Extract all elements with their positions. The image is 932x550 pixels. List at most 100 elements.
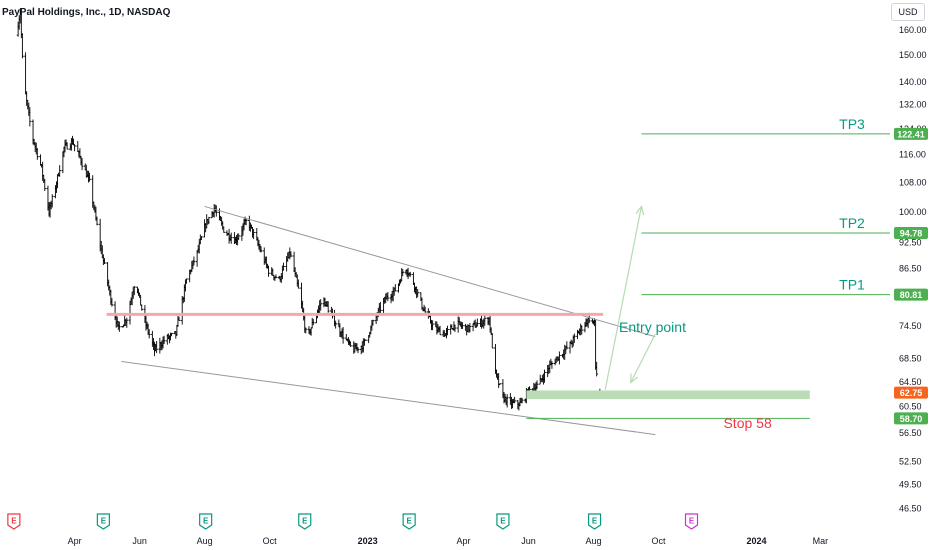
price-tag-tp2-bg xyxy=(894,226,928,239)
earnings-event[interactable]: E xyxy=(496,513,510,530)
price-bar xyxy=(475,318,479,327)
descending-channel-upper-line xyxy=(204,205,656,338)
earnings-letter: E xyxy=(689,517,695,526)
price-bar xyxy=(349,341,352,347)
price-tick-label: 86.50 xyxy=(899,263,922,273)
earnings-event[interactable]: E xyxy=(7,513,21,530)
price-tick-label: 49.50 xyxy=(899,479,922,489)
price-bar xyxy=(461,322,464,329)
earnings-event[interactable]: E xyxy=(587,513,602,530)
price-tick-label: 46.50 xyxy=(899,504,922,514)
price-bar xyxy=(24,52,27,95)
symbol-title: PayPal Holdings, Inc., 1D, NASDAQ xyxy=(2,7,171,18)
time-axis: Apr Jun Aug Oct 2023 Apr Jun Aug Oct 2024 Mar xyxy=(68,536,829,546)
price-bar xyxy=(364,339,367,341)
price-bar xyxy=(494,343,497,374)
earnings-badge xyxy=(684,513,699,530)
price-bar xyxy=(207,216,211,224)
price-bar xyxy=(311,319,315,326)
earnings-letter: E xyxy=(406,517,412,526)
price-bar xyxy=(103,258,106,265)
price-bar xyxy=(319,299,323,311)
price-bar xyxy=(468,323,472,333)
price-bar xyxy=(252,229,255,240)
price-tag-tp3-bg xyxy=(894,127,928,140)
price-bar xyxy=(155,340,159,354)
price-tag-tp3: 122.41 xyxy=(894,127,928,140)
stop-price-tag: 58.70 xyxy=(894,412,928,425)
price-bar xyxy=(65,142,69,150)
price-bar xyxy=(341,326,345,344)
price-bar xyxy=(386,292,390,302)
price-bar xyxy=(580,325,584,335)
earnings-badge xyxy=(298,513,312,530)
price-bar xyxy=(185,278,188,284)
price-bar xyxy=(371,319,375,326)
price-tick-label: 56.50 xyxy=(899,428,922,438)
price-bar xyxy=(237,233,241,241)
currency-button[interactable]: USD xyxy=(891,3,925,21)
price-bar xyxy=(162,335,166,344)
price-bar xyxy=(140,304,144,311)
earnings-event[interactable]: E xyxy=(96,513,110,530)
price-bar xyxy=(356,347,360,354)
descending-channel-lower-line xyxy=(121,360,656,436)
price-bar xyxy=(88,172,91,182)
last-price-tag-text: 62.75 xyxy=(900,388,923,398)
stop-58-label: Stop 58 xyxy=(723,415,771,431)
price-bar xyxy=(565,341,569,350)
price-bar xyxy=(222,226,226,233)
time-tick-label: Mar xyxy=(813,536,829,546)
last-price-tag-bg xyxy=(894,386,928,399)
price-tag-tp3-text: 122.41 xyxy=(897,129,925,139)
price-tag-tp2-text: 94.78 xyxy=(900,228,923,238)
price-bar xyxy=(498,383,502,386)
chart-labels: TP3 TP2 TP1 Entry point Stop 58 xyxy=(619,116,865,431)
price-bar xyxy=(490,332,494,349)
price-bar xyxy=(80,157,84,171)
earnings-event[interactable]: E xyxy=(684,513,699,530)
price-bar xyxy=(50,194,54,208)
price-bar xyxy=(95,216,99,226)
target-label-tp1: TP1 xyxy=(839,277,865,293)
price-bar xyxy=(244,218,248,226)
earnings-event[interactable]: E xyxy=(199,513,213,530)
price-bar xyxy=(296,279,300,289)
time-tick-label: Oct xyxy=(263,536,278,546)
earnings-event[interactable]: E xyxy=(298,513,312,530)
price-bar xyxy=(416,288,420,298)
entry-zone xyxy=(526,390,810,400)
price-bar xyxy=(132,285,136,296)
price-bar xyxy=(125,317,129,328)
price-bar xyxy=(550,361,554,369)
price-bar xyxy=(520,397,524,404)
price-tick-label: 160.00 xyxy=(899,25,927,35)
price-bars xyxy=(16,8,601,411)
time-tick-label: 2023 xyxy=(358,536,378,546)
time-tick-label: Jun xyxy=(521,536,536,546)
price-bar xyxy=(199,236,203,240)
entry-point-label: Entry point xyxy=(619,319,686,335)
chart-drawings xyxy=(106,133,890,436)
last-price-tag: 62.75 xyxy=(894,386,928,399)
time-tick-label: 2024 xyxy=(746,536,766,546)
price-bar xyxy=(393,284,397,292)
earnings-badge xyxy=(7,513,21,530)
earnings-badge xyxy=(199,513,213,530)
price-tag-tp2: 94.78 xyxy=(894,226,928,239)
earnings-letter: E xyxy=(592,517,598,526)
price-tick-label: 74.50 xyxy=(899,321,922,331)
price-bar xyxy=(438,325,442,336)
price-bar xyxy=(267,265,270,277)
price-bar xyxy=(229,232,233,244)
price-bar xyxy=(513,396,517,404)
price-tick-label: 108.00 xyxy=(899,177,927,187)
price-bar xyxy=(557,351,561,365)
earnings-letter: E xyxy=(203,517,209,526)
earnings-event[interactable]: E xyxy=(402,513,416,530)
price-bar xyxy=(214,205,218,217)
trend-arrow xyxy=(604,206,643,390)
price-bar xyxy=(289,251,293,258)
